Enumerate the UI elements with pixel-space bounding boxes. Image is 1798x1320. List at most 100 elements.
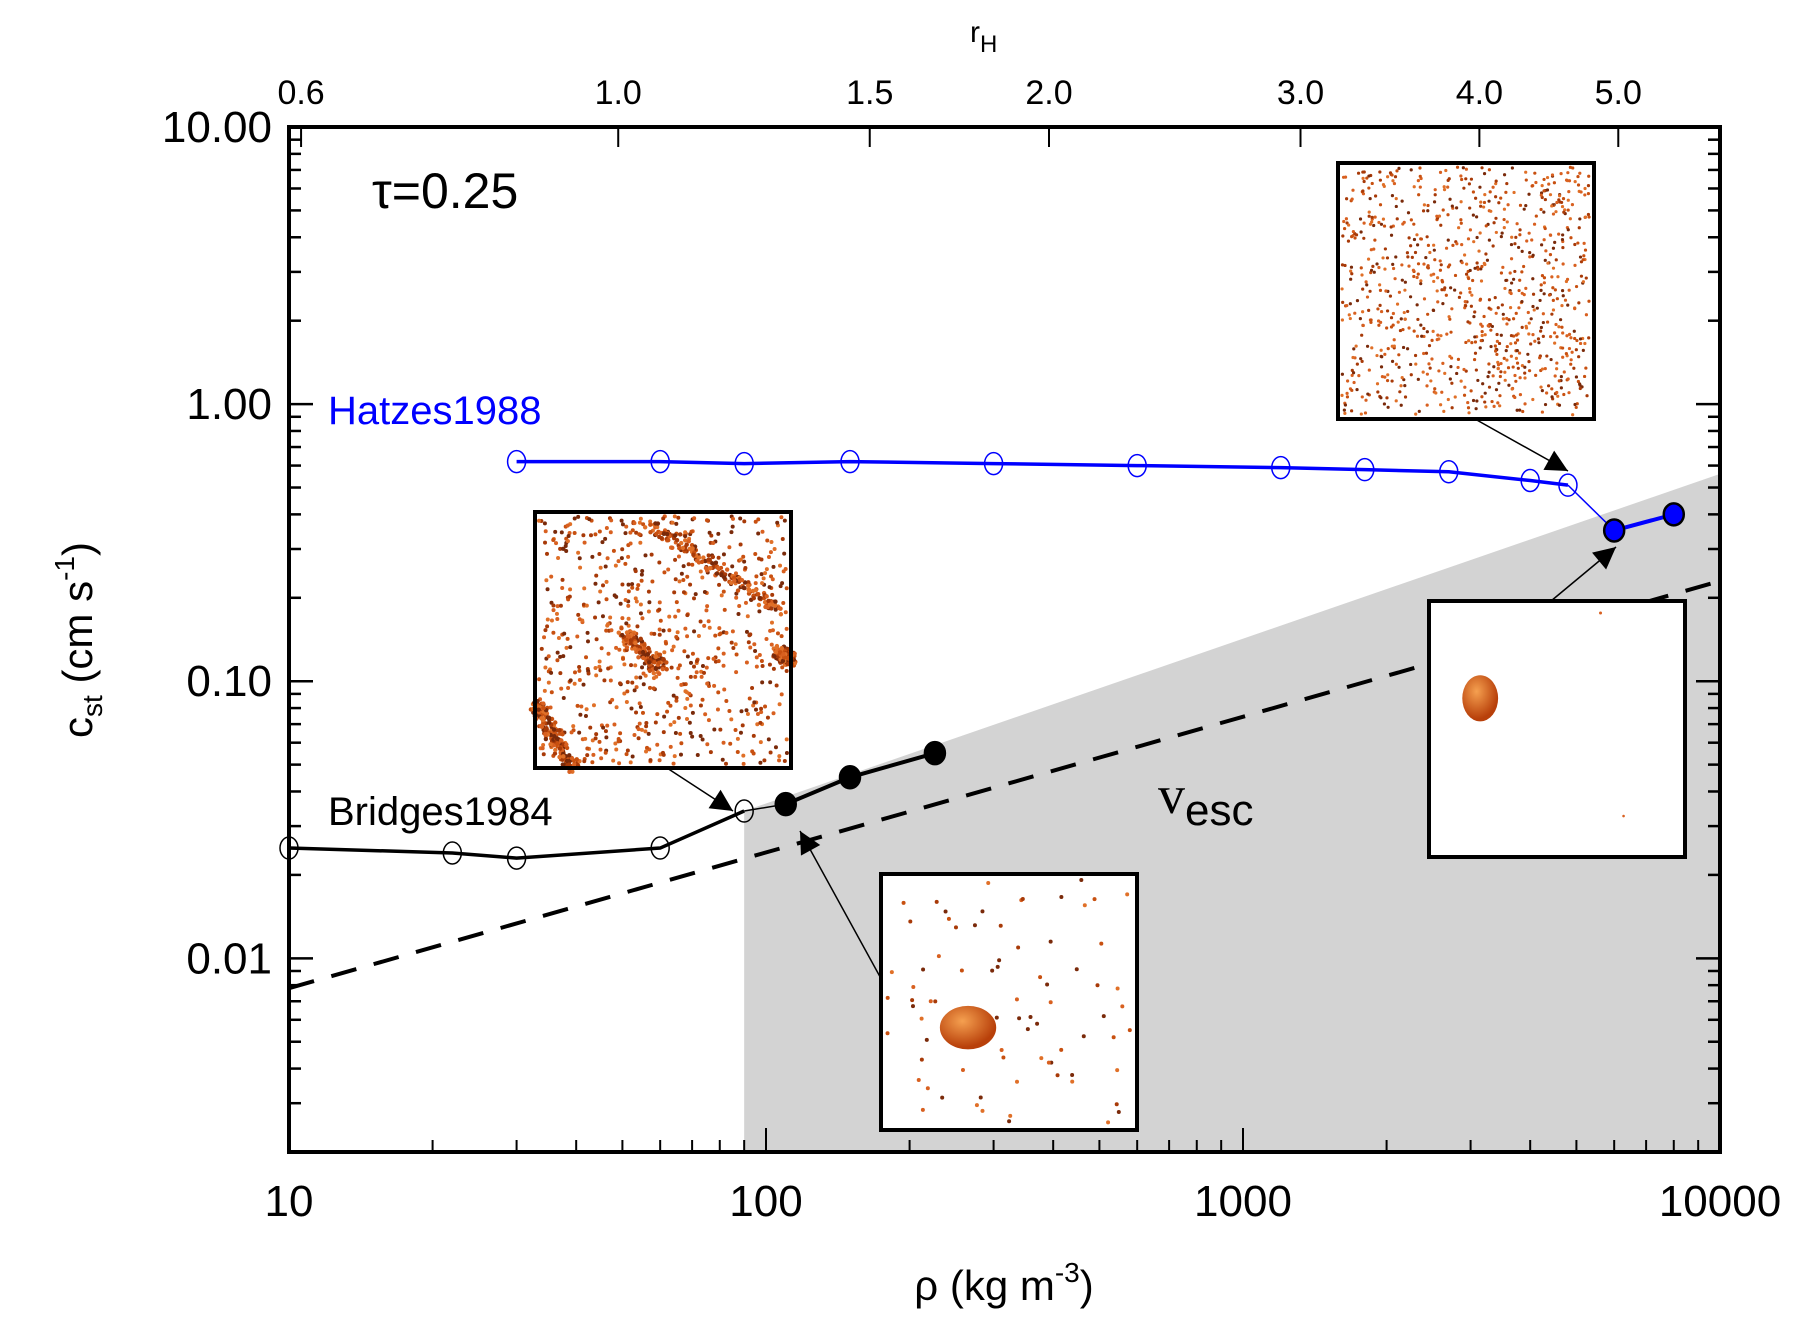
particle xyxy=(685,654,690,659)
particle xyxy=(1583,215,1588,219)
particle xyxy=(598,565,603,570)
particle xyxy=(645,652,651,657)
particle xyxy=(1586,212,1591,217)
particle xyxy=(687,720,692,725)
particle xyxy=(572,516,577,521)
particle xyxy=(1527,321,1531,325)
particle xyxy=(685,696,690,701)
particle xyxy=(1398,328,1403,333)
particle xyxy=(1383,247,1387,251)
particle xyxy=(545,587,550,592)
particle xyxy=(1120,1004,1125,1009)
particle xyxy=(579,704,584,709)
particle xyxy=(599,646,604,651)
particle xyxy=(1391,266,1396,271)
particle xyxy=(746,580,751,585)
particle xyxy=(1409,373,1413,377)
particle xyxy=(1532,308,1536,312)
particle xyxy=(700,697,705,702)
particle xyxy=(721,589,726,594)
particle xyxy=(606,666,611,671)
particle xyxy=(677,663,682,668)
particle xyxy=(751,751,756,756)
particle xyxy=(1459,218,1463,222)
particle xyxy=(1457,226,1461,230)
particle xyxy=(679,741,684,746)
particle xyxy=(716,555,721,560)
particle xyxy=(646,731,651,736)
particle xyxy=(753,551,758,556)
particle xyxy=(1469,304,1473,308)
particle xyxy=(634,649,639,655)
particle xyxy=(1353,236,1357,240)
particle xyxy=(1379,309,1384,314)
particle xyxy=(674,537,680,543)
particle xyxy=(1495,352,1499,357)
particle xyxy=(1501,265,1505,269)
particle xyxy=(916,1078,921,1083)
particle xyxy=(670,648,675,653)
particle xyxy=(1474,196,1478,200)
particle xyxy=(569,755,575,761)
particle xyxy=(1448,354,1452,358)
particle xyxy=(1557,194,1562,198)
particle xyxy=(604,597,609,602)
particle xyxy=(623,531,628,536)
particle xyxy=(605,556,610,561)
particle xyxy=(1504,190,1508,194)
particle xyxy=(1343,175,1348,179)
particle xyxy=(1340,393,1344,397)
particle xyxy=(1394,399,1398,403)
particle xyxy=(678,731,683,736)
particle xyxy=(546,680,551,685)
particle xyxy=(1522,207,1526,211)
particle xyxy=(978,1095,983,1100)
particle xyxy=(768,750,773,755)
top-tick-label: 1.0 xyxy=(595,74,642,112)
particle xyxy=(764,637,769,642)
particle xyxy=(1351,355,1355,360)
particle xyxy=(630,680,635,685)
particle xyxy=(1518,203,1523,207)
particle xyxy=(683,534,688,539)
particle xyxy=(1367,214,1371,218)
particle xyxy=(1409,362,1413,367)
particle xyxy=(1561,294,1565,298)
particle xyxy=(1342,408,1346,412)
particle xyxy=(1534,180,1538,185)
particle xyxy=(1106,1120,1111,1125)
particle xyxy=(630,582,635,587)
particle xyxy=(1427,344,1432,348)
particle xyxy=(555,650,560,655)
particle xyxy=(1402,310,1406,315)
particle xyxy=(747,633,752,638)
particle xyxy=(750,685,755,690)
particle xyxy=(1418,166,1422,170)
particle xyxy=(603,750,608,755)
particle xyxy=(1345,303,1349,308)
particle xyxy=(1569,358,1573,362)
particle xyxy=(1346,379,1350,383)
particle xyxy=(652,660,657,665)
particle xyxy=(565,636,570,641)
inset-clump-isolated xyxy=(1427,599,1687,859)
particle xyxy=(1479,204,1483,208)
particle xyxy=(1500,303,1504,307)
particle xyxy=(1577,226,1581,230)
particle xyxy=(1379,320,1383,324)
particle xyxy=(782,758,787,763)
particle xyxy=(1114,1102,1119,1107)
particle xyxy=(1526,352,1530,356)
open-point xyxy=(1558,473,1578,497)
particle xyxy=(543,628,548,633)
particle xyxy=(1564,178,1569,182)
particle xyxy=(1015,1079,1020,1084)
particle xyxy=(1510,281,1514,285)
particle xyxy=(698,569,703,574)
particle xyxy=(598,589,603,594)
particle xyxy=(1485,258,1490,262)
particle xyxy=(1493,296,1497,300)
particle xyxy=(648,522,653,527)
particle xyxy=(1376,390,1380,394)
particle xyxy=(584,655,589,660)
